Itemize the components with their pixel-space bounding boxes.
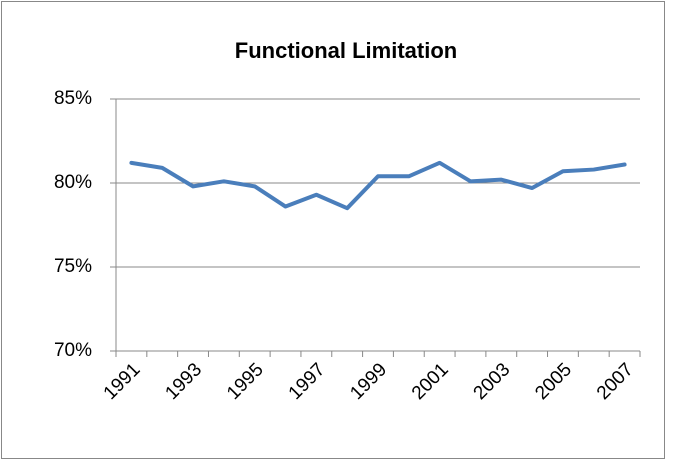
chart-border (1, 1, 665, 459)
data-line (129, 160, 627, 211)
y-tick-label: 80% (54, 172, 92, 193)
chart-title: Functional Limitation (235, 38, 457, 63)
y-tick-label: 75% (54, 256, 92, 277)
y-tick-label: 85% (54, 88, 92, 109)
y-tick-label: 70% (54, 340, 92, 361)
